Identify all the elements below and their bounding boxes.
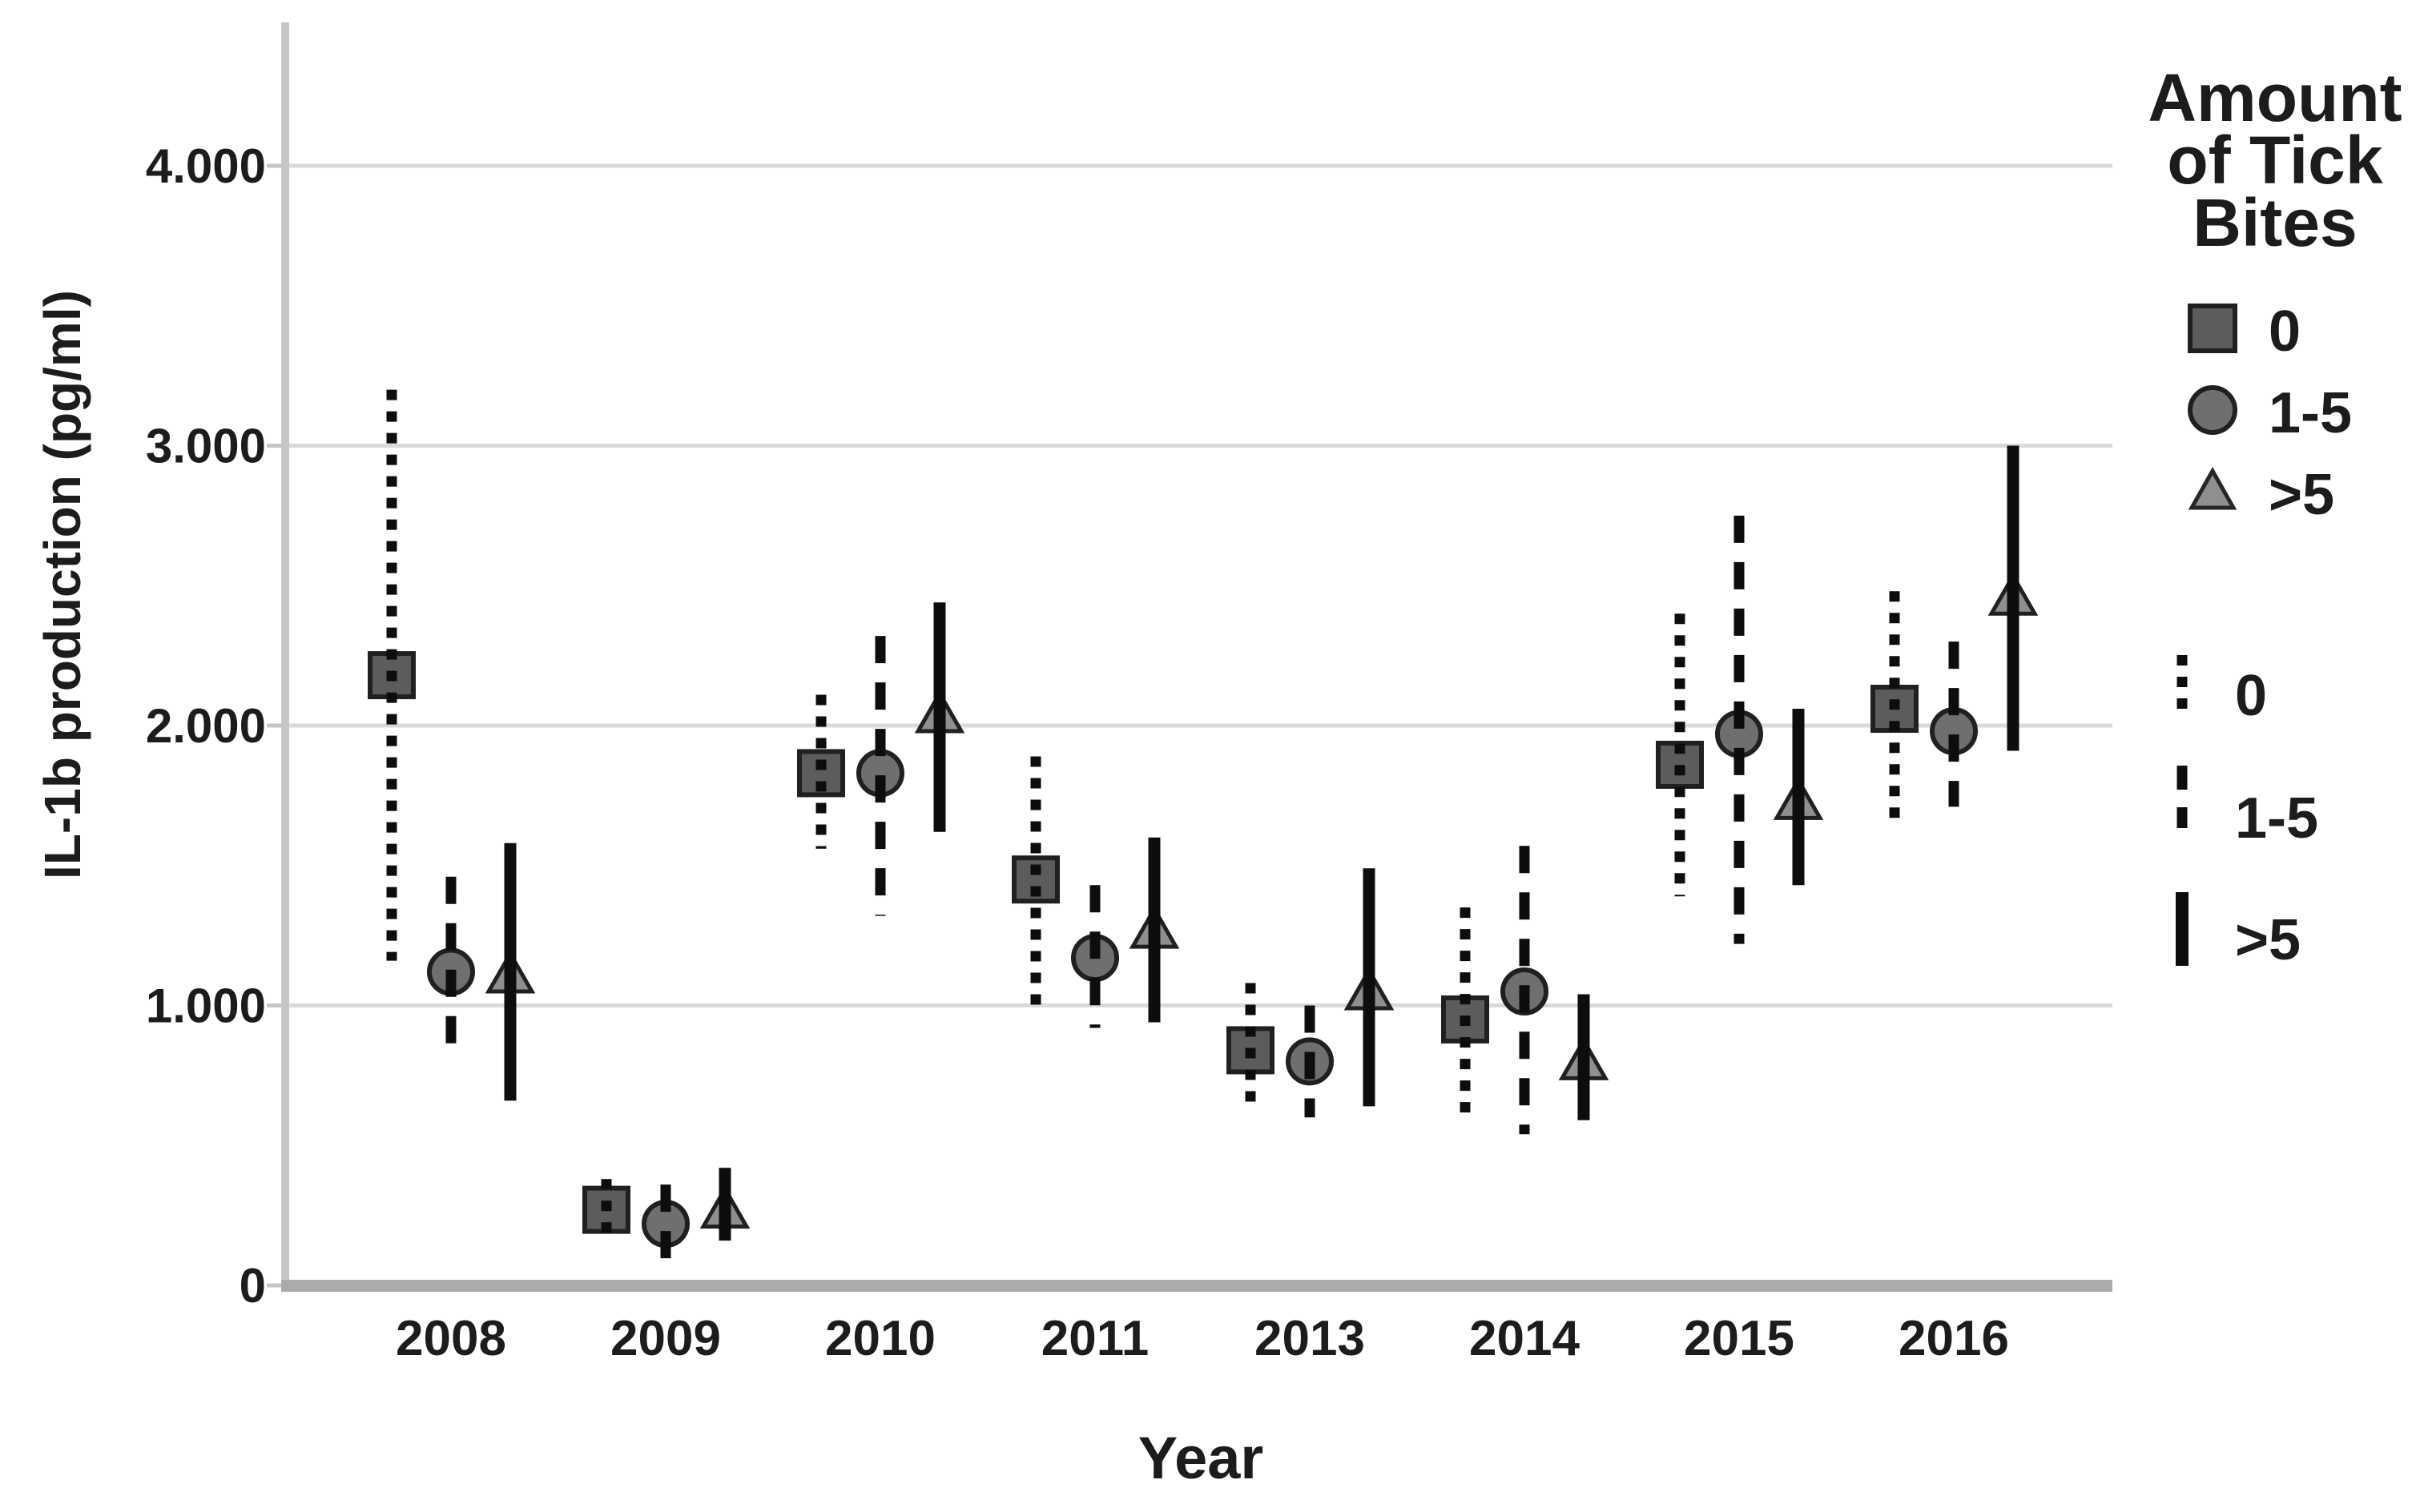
legend-square-label: 0 [2269,300,2301,364]
grid-layer [267,163,2112,1288]
data-markers-layer [368,572,2039,1249]
x-axis-line [281,1280,2112,1292]
x-tick-label-2016: 2016 [1899,1311,2009,1366]
y-tick-label-2000: 2.000 [146,699,266,753]
y-axis-line [281,22,289,1292]
y-tick-label-3000: 3.000 [146,420,266,473]
x-tick-label-2014: 2014 [1469,1311,1580,1366]
legend-square-marker-icon [2188,304,2237,353]
error-bars-layer [386,389,2019,1261]
legend-title-line3: Bites [2193,185,2357,260]
y-tick-label-1000: 1.000 [146,979,266,1033]
legend: Amount of Tick Bites 0 1-5 >5 0 1-5 >5 [2148,60,2402,972]
y-tick-label-4000: 4.000 [146,139,266,193]
y-axis-title: IL-1b production (pg/ml) [34,290,91,879]
x-tick-label-2015: 2015 [1684,1311,1794,1366]
y-tick-labels: 0 1.000 2.000 3.000 4.000 [146,139,266,1313]
legend-title-line1: Amount [2148,60,2402,135]
legend-triangle-marker-icon [2188,466,2237,510]
x-tick-label-2010: 2010 [825,1311,936,1366]
x-tick-label-2013: 2013 [1254,1311,1365,1366]
legend-title-line2: of Tick [2167,123,2382,198]
x-tick-label-2011: 2011 [1041,1311,1150,1366]
legend-dotted-line-label: 0 [2235,664,2267,728]
legend-circle-label: 1-5 [2269,381,2352,445]
x-tick-labels: 2008 2009 2010 2011 2013 2014 2015 2016 [396,1311,2009,1366]
y-tick-label-0: 0 [240,1259,266,1313]
point-2015-square [1656,740,1704,789]
x-tick-label-2009: 2009 [610,1311,721,1366]
x-tick-label-2008: 2008 [396,1311,506,1366]
legend-dashed-line-label: 1-5 [2235,786,2318,850]
legend-solid-line-label: >5 [2235,908,2301,972]
legend-triangle-label: >5 [2269,463,2334,527]
x-axis-title: Year [1138,1425,1263,1491]
legend-circle-marker-icon [2188,385,2237,435]
